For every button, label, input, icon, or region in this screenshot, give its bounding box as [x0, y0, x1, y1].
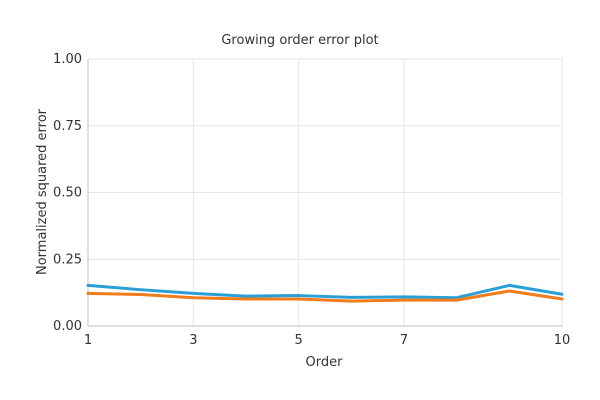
x-axis-label: Order	[306, 355, 344, 370]
y-tick-label-2: 0.50	[53, 186, 82, 201]
x-tick-label-4: 10	[554, 333, 571, 348]
y-tick-label-3: 0.75	[53, 119, 82, 134]
grid-layer	[87, 58, 563, 327]
chart-title: Growing order error plot	[221, 33, 378, 48]
tick-labels: 1 3 5 7 10 0.00 0.25 0.50 0.75 1.00	[53, 52, 570, 348]
x-tick-label-3: 7	[400, 333, 408, 348]
y-tick-label-1: 0.25	[53, 252, 82, 267]
x-tick-label-1: 3	[189, 333, 197, 348]
x-tick-label-0: 1	[84, 333, 92, 348]
y-tick-label-4: 1.00	[53, 52, 82, 67]
axes-layer	[87, 59, 562, 327]
y-axis-label: Normalized squared error	[35, 108, 50, 275]
y-tick-label-0: 0.00	[53, 319, 82, 334]
x-tick-label-2: 5	[295, 333, 303, 348]
series-layer	[86, 283, 564, 303]
series-line-1	[86, 289, 564, 303]
series-line-0	[86, 283, 564, 300]
